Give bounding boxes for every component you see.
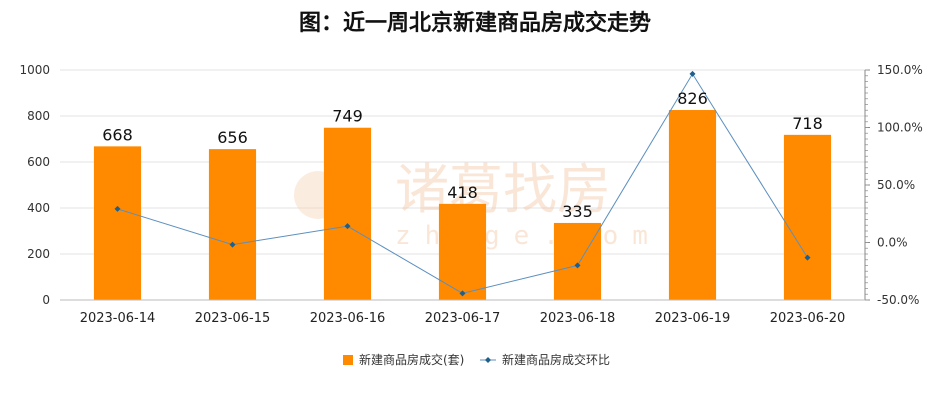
y-right-tick-label: 0.0%	[877, 236, 908, 250]
line-point	[804, 254, 811, 261]
line-series	[114, 70, 811, 297]
line-point	[114, 205, 121, 212]
line-point	[574, 262, 581, 269]
bar-data-label: 668	[102, 125, 133, 144]
x-tick-label: 2023-06-16	[310, 311, 386, 326]
line-point	[229, 241, 236, 248]
y-right-tick-label: 150.0%	[877, 63, 923, 77]
data-labels: 668 656 749 418 335 826 718	[102, 89, 823, 221]
bar	[323, 127, 372, 300]
legend-label-bar: 新建商品房成交(套)	[359, 352, 464, 367]
bar-data-label: 718	[792, 114, 823, 133]
watermark-subtext: zhuge.com	[395, 221, 662, 251]
x-tick-label: 2023-06-17	[425, 311, 501, 326]
bar-data-label: 749	[332, 107, 363, 126]
x-tick-label: 2023-06-18	[540, 311, 616, 326]
bar-data-label: 418	[447, 183, 478, 202]
legend: 新建商品房成交(套) 新建商品房成交环比	[343, 352, 610, 367]
y-right-tick-label: -50.0%	[877, 293, 919, 307]
x-tick-label: 2023-06-14	[80, 311, 156, 326]
bar	[668, 110, 717, 301]
bar	[553, 222, 602, 300]
bar-series	[93, 110, 832, 301]
x-tick-label: 2023-06-15	[195, 311, 271, 326]
legend-label-line: 新建商品房成交环比	[502, 352, 610, 367]
line-point	[344, 223, 351, 230]
y-left-tick-label: 1000	[19, 63, 50, 77]
y-left-tick-label: 0	[42, 293, 50, 307]
legend-swatch-bar	[343, 355, 353, 365]
axes: 0 200 400 600 800 1000 -50.0% 0.0% 50.0% 100.0% 15…	[19, 63, 922, 326]
y-left-tick-label: 600	[27, 155, 50, 169]
bar	[438, 203, 487, 300]
y-left-tick-label: 200	[27, 247, 50, 261]
bar	[208, 149, 257, 300]
bar-data-label: 826	[677, 89, 708, 108]
y-right-tick-label: 100.0%	[877, 121, 923, 135]
legend-marker-line	[485, 357, 491, 363]
x-tick-label: 2023-06-20	[770, 311, 846, 326]
x-tick-label: 2023-06-19	[655, 311, 731, 326]
bar-data-label: 656	[217, 128, 248, 147]
chart-title: 图：近一周北京新建商品房成交走势	[299, 10, 651, 36]
watermark-text: 诸葛找房	[395, 158, 611, 221]
watermark: 诸葛找房 zhuge.com	[294, 158, 662, 251]
line-point	[689, 70, 696, 77]
line-point	[459, 290, 466, 297]
bar	[93, 146, 142, 300]
y-left-tick-label: 400	[27, 201, 50, 215]
bar	[783, 134, 832, 300]
y-left-tick-label: 800	[27, 109, 50, 123]
bar-data-label: 335	[562, 202, 593, 221]
y-right-tick-label: 50.0%	[877, 178, 915, 192]
